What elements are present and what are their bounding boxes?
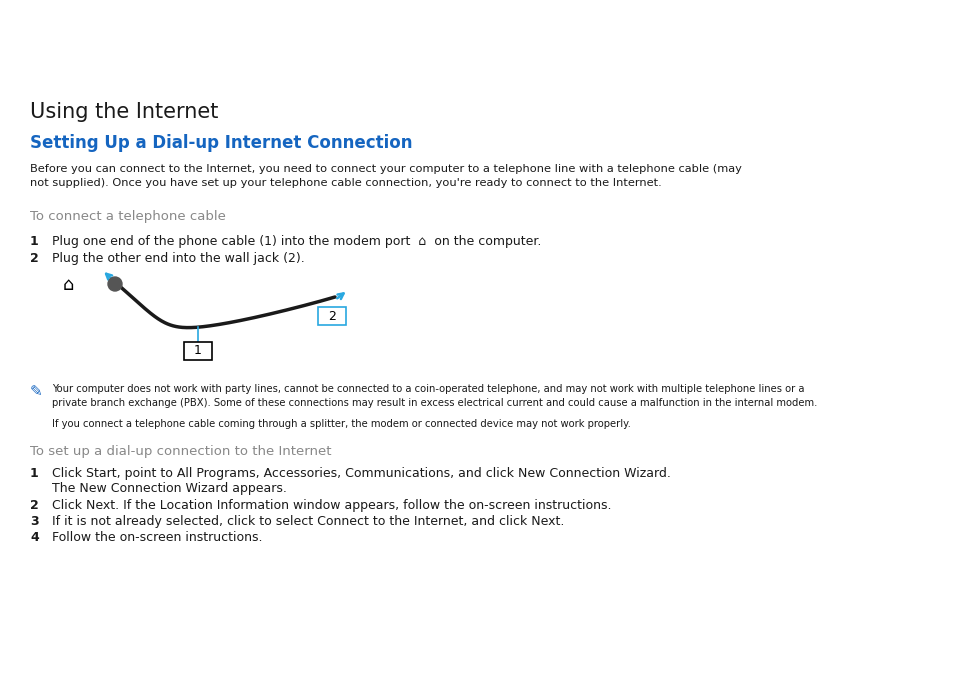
Text: VAIO: VAIO [19,12,94,40]
Text: The New Connection Wizard appears.: The New Connection Wizard appears. [52,482,287,495]
Text: 2: 2 [30,499,39,512]
Text: Plug one end of the phone cable (1) into the modem port  ⌂  on the computer.: Plug one end of the phone cable (1) into… [52,235,540,248]
Text: 3: 3 [30,515,38,528]
Text: Plug the other end into the wall jack (2).: Plug the other end into the wall jack (2… [52,252,304,265]
Text: Setting Up a Dial-up Internet Connection: Setting Up a Dial-up Internet Connection [30,134,412,152]
Text: ◄ 77 ►: ◄ 77 ► [872,8,910,18]
Text: If it is not already selected, click to select Connect to the Internet, and clic: If it is not already selected, click to … [52,515,564,528]
Text: 2: 2 [328,309,335,322]
Text: 1: 1 [193,344,202,357]
Text: Click Start, point to All Programs, Accessories, Communications, and click New C: Click Start, point to All Programs, Acce… [52,467,670,480]
Text: 1: 1 [30,467,39,480]
Text: If you connect a telephone cable coming through a splitter, the modem or connect: If you connect a telephone cable coming … [52,419,630,429]
Text: Your computer does not work with party lines, cannot be connected to a coin-oper: Your computer does not work with party l… [52,384,817,408]
Text: Click Next. If the Location Information window appears, follow the on-screen ins: Click Next. If the Location Information … [52,499,611,512]
Bar [317,307,346,325]
Text: 1: 1 [30,235,39,248]
Text: 4: 4 [30,531,39,544]
Text: To connect a telephone cable: To connect a telephone cable [30,210,226,223]
Text: ⌂: ⌂ [62,276,73,294]
Text: Follow the on-screen instructions.: Follow the on-screen instructions. [52,531,262,544]
Bar [184,342,212,360]
Text: 2: 2 [30,252,39,265]
Text: To set up a dial-up connection to the Internet: To set up a dial-up connection to the In… [30,445,331,458]
Text: Using Your VAIO Computer: Using Your VAIO Computer [755,34,910,44]
Text: ✎: ✎ [30,384,43,399]
Text: Using the Internet: Using the Internet [30,102,218,122]
Circle shape [108,277,122,291]
Text: Before you can connect to the Internet, you need to connect your computer to a t: Before you can connect to the Internet, … [30,164,741,189]
